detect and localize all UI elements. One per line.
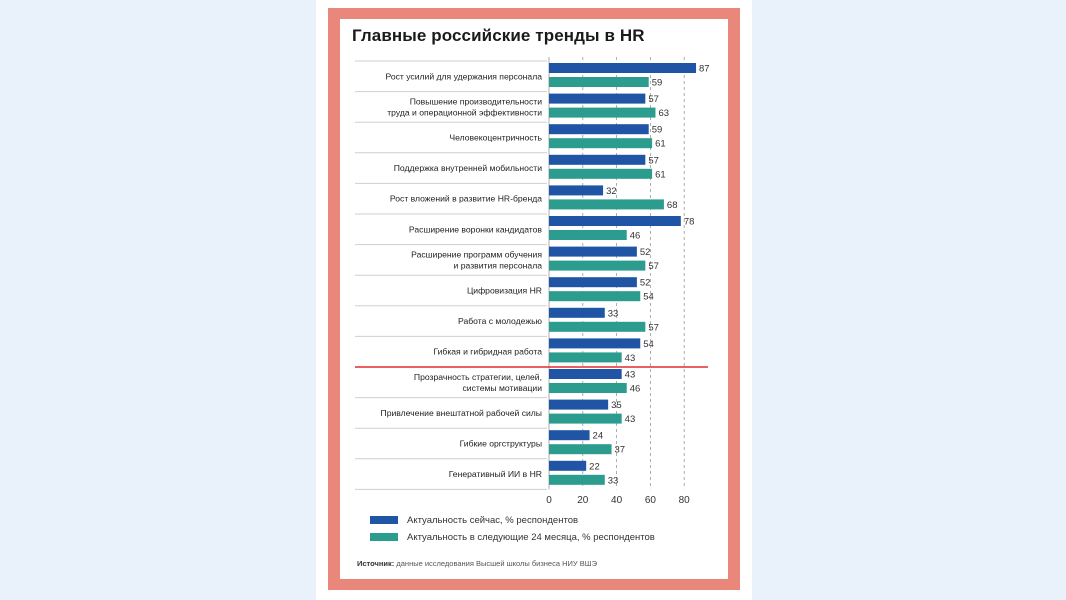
value-label-future: 43 bbox=[625, 353, 636, 364]
value-label-future: 61 bbox=[655, 139, 666, 150]
category-label: Гибкие оргструктуры bbox=[460, 439, 542, 449]
value-label-future: 37 bbox=[615, 445, 626, 456]
chart-card: Главные российские тренды в HR 0 20 40 60 80… bbox=[340, 19, 728, 579]
bar-future bbox=[549, 444, 612, 455]
value-label-now: 57 bbox=[648, 155, 659, 166]
value-label-now: 52 bbox=[640, 278, 651, 289]
legend-swatch-future bbox=[370, 533, 398, 541]
bar-future bbox=[549, 138, 653, 149]
category-label: Расширение программ обучения и развития п… bbox=[411, 249, 542, 270]
value-label-future: 61 bbox=[655, 169, 666, 180]
x-tick-label: 20 bbox=[577, 495, 589, 506]
value-label-future: 43 bbox=[625, 414, 636, 425]
bar-now bbox=[549, 124, 649, 135]
bar-now bbox=[549, 216, 681, 226]
x-tick-label: 0 bbox=[546, 495, 552, 506]
bar-now bbox=[549, 154, 646, 165]
value-label-future: 46 bbox=[630, 231, 641, 242]
bar-future bbox=[549, 199, 664, 210]
x-tick-label: 60 bbox=[645, 495, 657, 506]
bar-future bbox=[549, 321, 646, 332]
category-label: Гибкая и гибридная работа bbox=[433, 347, 542, 357]
bar-future bbox=[549, 291, 641, 302]
bar-now bbox=[549, 430, 590, 441]
value-label-now: 22 bbox=[589, 461, 600, 472]
bar-now bbox=[549, 338, 641, 349]
value-label-now: 54 bbox=[643, 339, 654, 350]
bar-future bbox=[549, 260, 646, 271]
x-tick-label: 40 bbox=[611, 495, 623, 506]
legend-swatch-now bbox=[370, 516, 398, 524]
value-label-now: 59 bbox=[652, 125, 663, 136]
category-label: Работа с молодежью bbox=[458, 316, 543, 326]
bar-now bbox=[549, 93, 646, 104]
bar-chart: 0 20 40 60 80 Рост усилий для удержания персо… bbox=[355, 57, 710, 506]
x-tick-label: 80 bbox=[679, 495, 691, 506]
value-label-now: 52 bbox=[640, 247, 651, 258]
bar-now bbox=[549, 460, 587, 471]
value-label-future: 33 bbox=[608, 475, 619, 486]
value-label-future: 59 bbox=[652, 78, 663, 89]
category-label: Рост усилий для удержания персонала bbox=[385, 71, 542, 81]
bar-future bbox=[549, 413, 622, 424]
source-text: данные исследования Высшей школы бизнеса… bbox=[396, 559, 598, 568]
value-label-now: 24 bbox=[593, 431, 604, 442]
value-label-future: 54 bbox=[643, 292, 654, 303]
bar-now bbox=[549, 369, 622, 379]
source-note: Источник: данные исследования Высшей шко… bbox=[357, 559, 597, 568]
bar-now bbox=[549, 246, 637, 257]
value-label-future: 46 bbox=[630, 384, 641, 395]
category-label: Расширение воронки кандидатов bbox=[409, 224, 543, 234]
category-label: Рост вложений в развитие HR-бренда bbox=[390, 194, 542, 204]
bar-future bbox=[549, 230, 627, 240]
bar-now bbox=[549, 185, 604, 196]
legend-item-now: Актуальность сейчас, % респондентов bbox=[370, 512, 655, 528]
bar-now bbox=[549, 63, 697, 73]
bar-future bbox=[549, 383, 627, 393]
bar-now bbox=[549, 307, 605, 318]
legend-label-future: Актуальность в следующие 24 месяца, % ре… bbox=[407, 531, 655, 543]
category-label: Прозрачность стратегии, целей, системы мо… bbox=[414, 372, 542, 393]
chart-legend: Актуальность сейчас, % респондентов Акту… bbox=[370, 512, 655, 546]
category-label: Человекоцентричность bbox=[449, 133, 542, 143]
value-label-future: 63 bbox=[658, 108, 669, 119]
legend-label-now: Актуальность сейчас, % респондентов bbox=[407, 514, 579, 526]
bar-future bbox=[549, 77, 649, 87]
value-label-now: 87 bbox=[699, 64, 710, 75]
value-label-now: 43 bbox=[625, 370, 636, 381]
bar-future bbox=[549, 168, 653, 179]
bar-now bbox=[549, 277, 637, 288]
source-label: Источник: bbox=[357, 559, 395, 568]
category-label: Поддержка внутренней мобильности bbox=[394, 163, 542, 173]
bar-future bbox=[549, 107, 656, 118]
value-label-future: 68 bbox=[667, 200, 678, 211]
value-label-now: 57 bbox=[648, 94, 659, 105]
value-label-now: 35 bbox=[611, 400, 622, 411]
value-label-now: 78 bbox=[684, 217, 695, 228]
category-label: Цифровизация HR bbox=[467, 286, 542, 296]
value-label-now: 33 bbox=[608, 308, 619, 319]
category-label: Привлечение внештатной рабочей силы bbox=[381, 408, 542, 418]
value-label-now: 32 bbox=[606, 186, 617, 197]
legend-item-future: Актуальность в следующие 24 месяца, % ре… bbox=[370, 529, 655, 545]
chart-title: Главные российские тренды в HR bbox=[352, 26, 645, 45]
value-label-future: 57 bbox=[648, 261, 659, 272]
bar-now bbox=[549, 399, 609, 410]
value-label-future: 57 bbox=[648, 322, 659, 333]
category-label: Повышение производительности труда и опер… bbox=[387, 96, 542, 117]
category-label: Генеративный ИИ в HR bbox=[449, 469, 542, 479]
bar-future bbox=[549, 474, 605, 485]
bar-future bbox=[549, 352, 622, 363]
